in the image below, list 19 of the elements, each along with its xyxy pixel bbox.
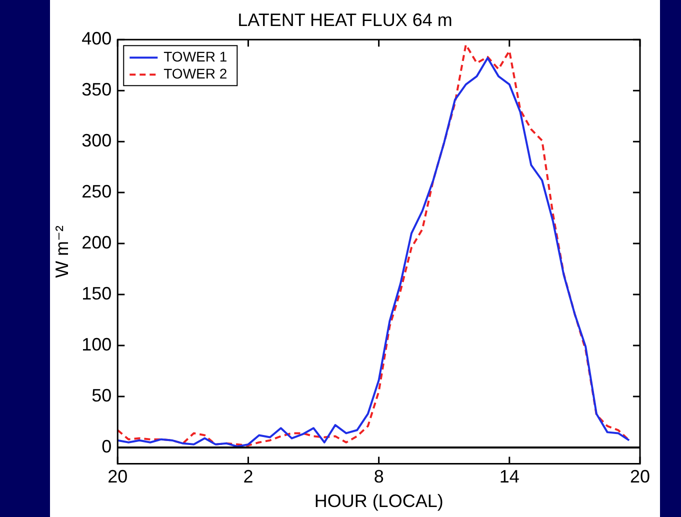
y-tick-label: 400	[82, 28, 112, 49]
y-tick-label: 0	[102, 436, 112, 456]
y-tick-label: 100	[82, 334, 112, 354]
y-tick-label: 200	[82, 232, 112, 253]
y-tick-label: 150	[82, 283, 112, 304]
x-tick-label: 8	[374, 466, 384, 487]
x-tick-label: 20	[108, 466, 128, 487]
x-tick-label: 20	[630, 466, 650, 487]
legend-label: TOWER 1	[164, 48, 228, 64]
y-axis-title: W m⁻²	[52, 225, 72, 278]
x-tick-label: 2	[243, 466, 254, 487]
legend-label: TOWER 2	[164, 65, 228, 82]
y-tick-label: 350	[82, 80, 112, 100]
y-tick-label: 250	[82, 182, 112, 202]
chart-title: LATENT HEAT FLUX 64 m	[238, 10, 452, 30]
x-axis-title: HOUR (LOCAL)	[314, 491, 444, 512]
y-tick-label: 300	[82, 130, 112, 151]
x-tick-label: 14	[499, 466, 520, 487]
y-tick-label: 50	[92, 385, 112, 406]
